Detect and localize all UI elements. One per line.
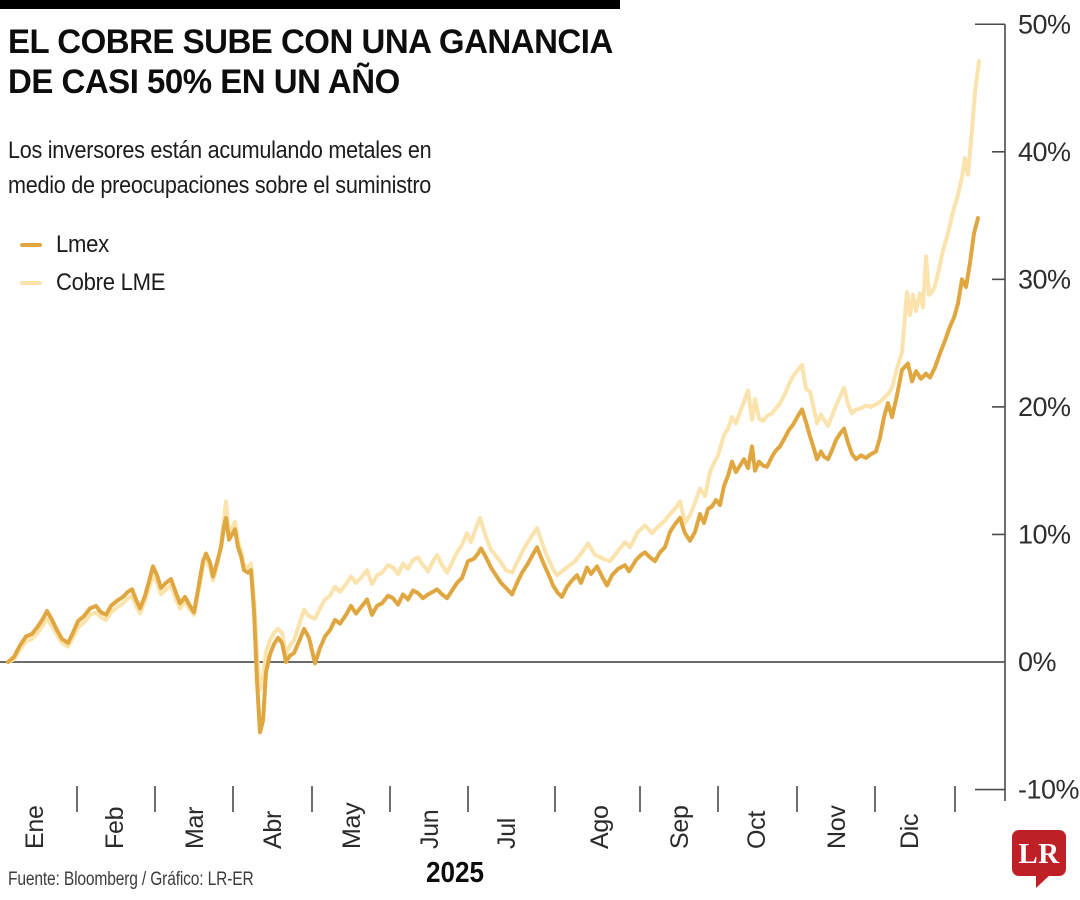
lr-logo: LR: [1012, 830, 1066, 888]
y-axis-label: 30%: [1018, 264, 1071, 294]
cobre-lme-line: [6, 59, 981, 693]
chart-title-line2: DE CASI 50% EN UN AÑO: [8, 63, 400, 101]
x-axis-label: Ene: [21, 805, 49, 849]
x-axis-label: Jul: [493, 818, 521, 849]
lmex-line-swatch: [20, 243, 42, 247]
lr-logo-tail: [1036, 874, 1051, 888]
x-axis-label: May: [338, 802, 366, 849]
legend-label-cobre-lme: Cobre LME: [56, 269, 166, 296]
x-axis-year-label: 2025: [425, 857, 485, 889]
source-credit: Fuente: Bloomberg / Gráfico: LR-ER: [8, 869, 254, 890]
legend-item-lmex: Lmex: [20, 226, 175, 264]
y-axis-label: -10%: [1018, 775, 1080, 805]
x-axis-label: Abr: [259, 811, 287, 849]
top-accent-bar: [0, 0, 620, 9]
x-axis-label: Mar: [181, 807, 209, 849]
chart-subtitle-line2: medio de preocupaciones sobre el suminis…: [8, 172, 432, 199]
chart-subtitle-line1: Los inversores están acumulando metales …: [8, 137, 432, 164]
x-axis-label: Sep: [666, 805, 694, 849]
y-axis-label: 20%: [1018, 392, 1071, 422]
x-axis-label: Ago: [586, 805, 614, 849]
x-axis-label: Feb: [101, 807, 129, 849]
chart-title-line1: EL COBRE SUBE CON UNA GANANCIA: [8, 23, 613, 61]
lr-logo-bubble: LR: [1012, 830, 1066, 876]
lmex-line: [6, 216, 980, 735]
y-axis-label: 40%: [1018, 137, 1071, 167]
chart-title: EL COBRE SUBE CON UNA GANANCIA DE CASI 5…: [8, 22, 613, 102]
x-axis-label: Jun: [416, 810, 444, 849]
y-axis-label: 50%: [1018, 9, 1071, 39]
x-axis-label: Dic: [896, 814, 924, 849]
legend-label-lmex: Lmex: [56, 231, 109, 258]
y-axis-label: 0%: [1018, 647, 1057, 677]
cobre-lme-line-swatch: [20, 281, 42, 285]
x-axis-label: Nov: [823, 805, 851, 849]
x-axis-label: Oct: [743, 811, 771, 849]
legend: Lmex Cobre LME: [20, 226, 175, 302]
y-axis-label: 10%: [1018, 519, 1071, 549]
legend-item-cobre-lme: Cobre LME: [20, 264, 175, 302]
lr-logo-text: LR: [1018, 837, 1060, 870]
chart-subtitle: Los inversores están acumulando metales …: [8, 133, 432, 203]
